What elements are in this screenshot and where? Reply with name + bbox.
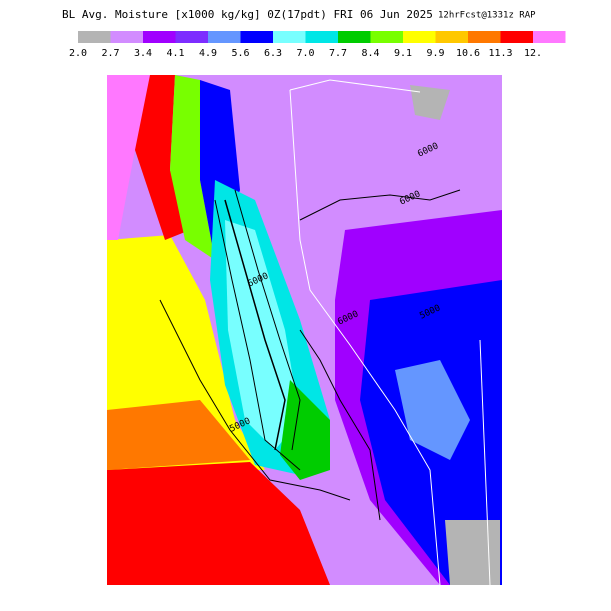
colorbar-label: 2.0 — [69, 48, 87, 59]
region — [280, 380, 330, 480]
region — [107, 75, 150, 240]
colorbar: 2.0 2.7 3.4 4.1 4.9 5.6 6.3 7.0 7.7 8.4 9.1 9.9 10.6… — [69, 31, 566, 59]
color-swatch — [240, 31, 273, 43]
colorbar-label: 2.7 — [101, 48, 119, 59]
colorbar-label: 6.3 — [264, 48, 282, 59]
colorbar-label: 10.6 — [456, 48, 480, 59]
colorbar-label: 11.3 — [488, 48, 512, 59]
region — [225, 220, 300, 450]
colorbar-label: 3.4 — [134, 48, 152, 59]
contour — [299, 329, 381, 521]
colorbar-label: 9.9 — [426, 48, 444, 59]
color-swatch — [468, 31, 501, 43]
colorbar-label: 9.1 — [394, 48, 412, 59]
color-swatch — [403, 31, 436, 43]
color-swatch — [143, 31, 176, 43]
contour — [159, 299, 351, 501]
contour — [224, 199, 286, 451]
color-swatch — [208, 31, 241, 43]
region — [170, 75, 215, 260]
colorbar-label: 7.0 — [296, 48, 314, 59]
region — [107, 400, 250, 470]
color-swatch — [273, 31, 306, 43]
color-swatch — [175, 31, 208, 43]
colorbar-label: 4.1 — [166, 48, 184, 59]
color-swatch — [338, 31, 371, 43]
forecast-label: 12hrFcst@1331z RAP — [438, 11, 536, 21]
colorbar-label: 4.9 — [199, 48, 217, 59]
contour — [299, 189, 461, 221]
color-swatch — [78, 31, 111, 43]
color-swatch — [305, 31, 338, 43]
contour — [214, 199, 301, 471]
color-swatch — [533, 31, 566, 43]
colorbar-label: 8.4 — [361, 48, 379, 59]
state-border — [289, 89, 441, 586]
region — [107, 462, 330, 585]
title: BL Avg. Moisture [x1000 kg/kg] 0Z(17pdt)… — [62, 8, 433, 21]
state-border — [289, 79, 421, 93]
colorbar-label: 7.7 — [329, 48, 347, 59]
color-swatch — [110, 31, 143, 43]
region — [445, 520, 500, 585]
region — [395, 360, 470, 460]
color-swatch — [500, 31, 533, 43]
region — [410, 85, 450, 120]
colorbar-label: 12. — [524, 48, 542, 59]
color-swatch — [435, 31, 468, 43]
colorbar-label: 5.6 — [231, 48, 249, 59]
contour — [234, 189, 301, 451]
color-swatch — [370, 31, 403, 43]
state-border — [479, 339, 491, 586]
